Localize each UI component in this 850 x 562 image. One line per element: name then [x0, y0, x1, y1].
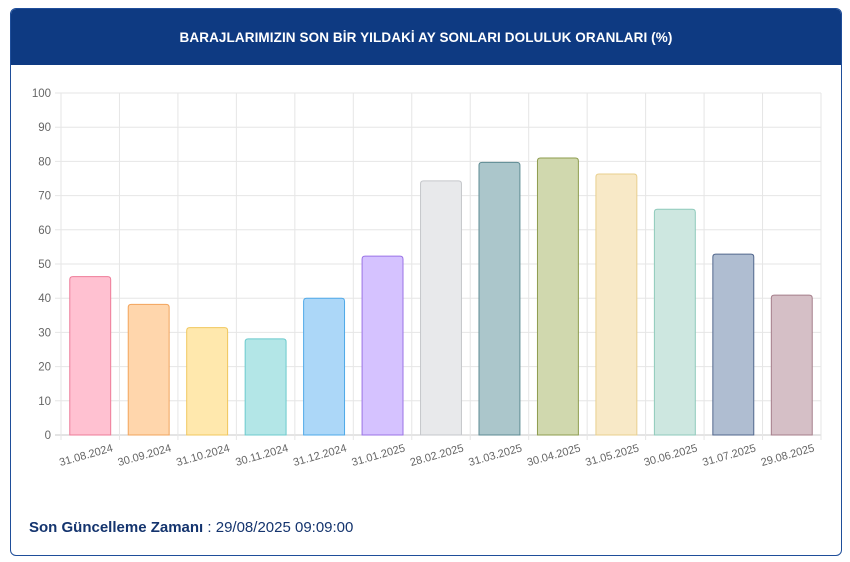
bar [303, 297, 346, 436]
x-tick-label: 31.12.2024 [292, 442, 348, 469]
x-tick-label: 30.04.2025 [526, 442, 582, 469]
y-tick-label: 10 [38, 396, 51, 408]
bar [127, 303, 170, 436]
last-updated: Son Güncelleme Zamanı : 29/08/2025 09:09… [29, 519, 353, 536]
bar-chart: 0 10 20 30 40 50 60 70 80 90 100 31.08.2024 30.09.20… [32, 88, 822, 469]
x-tick-label: 31.01.2025 [350, 442, 406, 469]
x-tick-label: 31.10.2024 [175, 442, 231, 469]
bar [478, 161, 521, 436]
last-updated-value: 29/08/2025 09:09:00 [215, 519, 354, 536]
last-updated-label: Son Güncelleme Zamanı [29, 519, 204, 536]
x-tick-label: 30.06.2025 [643, 442, 699, 469]
bar [595, 173, 638, 436]
chart-title: BARAJLARIMIZIN SON BİR YILDAKİ AY SONLAR… [179, 29, 673, 45]
bar [420, 180, 462, 436]
y-tick-label: 90 [38, 122, 51, 134]
bar [712, 253, 755, 436]
x-tick-label: 31.03.2025 [467, 442, 523, 469]
bar [536, 157, 579, 436]
x-tick-label: 31.07.2025 [701, 442, 757, 469]
y-tick-label: 60 [38, 225, 51, 237]
bar [186, 327, 229, 436]
x-tick-label: 29.08.2025 [760, 442, 816, 469]
y-tick-label: 0 [45, 430, 51, 442]
y-tick-label: 30 [38, 327, 51, 339]
bar [653, 208, 696, 436]
y-tick-label: 50 [38, 259, 51, 271]
y-tick-label: 70 [38, 191, 51, 203]
x-tick-label: 31.05.2025 [584, 442, 640, 469]
last-updated-separator: : [203, 519, 216, 536]
y-tick-label: 80 [38, 156, 51, 168]
card-header: BARAJLARIMIZIN SON BİR YILDAKİ AY SONLAR… [11, 9, 841, 65]
x-tick-label: 31.08.2024 [58, 442, 114, 469]
x-tick-label: 30.11.2024 [234, 442, 289, 468]
y-tick-label: 40 [38, 293, 51, 305]
bar [361, 255, 404, 436]
x-tick-label: 28.02.2025 [409, 442, 465, 469]
x-tick-label: 30.09.2024 [117, 442, 173, 469]
chart-card: BARAJLARIMIZIN SON BİR YILDAKİ AY SONLAR… [10, 8, 842, 556]
bar [244, 338, 287, 436]
bar [69, 276, 112, 436]
y-tick-label: 20 [38, 362, 51, 374]
bar [770, 294, 813, 436]
y-tick-label: 100 [32, 88, 51, 100]
